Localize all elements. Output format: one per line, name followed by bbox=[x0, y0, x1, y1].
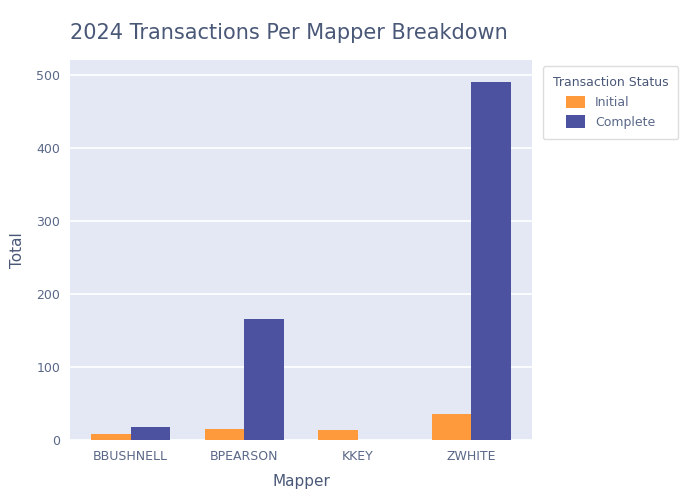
Bar bbox=[204, 429, 244, 440]
Bar bbox=[318, 430, 358, 440]
Legend: Initial, Complete: Initial, Complete bbox=[543, 66, 678, 139]
Bar bbox=[244, 320, 284, 440]
Y-axis label: Total: Total bbox=[10, 232, 25, 268]
Text: 2024 Transactions Per Mapper Breakdown: 2024 Transactions Per Mapper Breakdown bbox=[70, 23, 508, 43]
X-axis label: Mapper: Mapper bbox=[272, 474, 330, 489]
Bar bbox=[471, 82, 511, 440]
Bar bbox=[131, 427, 171, 440]
Bar bbox=[91, 434, 131, 440]
Bar bbox=[431, 414, 471, 440]
